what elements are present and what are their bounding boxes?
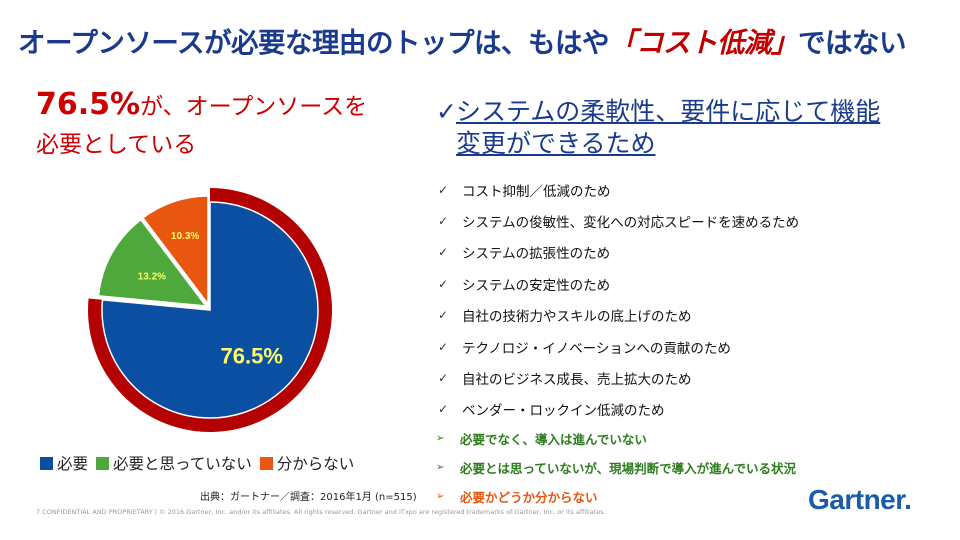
check-icon: ✓ bbox=[438, 339, 449, 354]
reason-item: ✓ 自社のビジネス成長、売上拡大のため bbox=[438, 362, 938, 393]
other-response-text: 必要かどうか分からない bbox=[460, 490, 598, 505]
other-response-item: ➢ 必要でなく、導入は進んでいない bbox=[436, 424, 936, 453]
legend-item-not-required: 必要と思っていない bbox=[96, 452, 252, 474]
footer-text: 7 CONFIDENTIAL AND PROPRIETARY | © 2016 … bbox=[36, 508, 606, 516]
other-responses-list: ➢ 必要でなく、導入は進んでいない ➢ 必要とは思っていないが、現場判断で導入が進んで… bbox=[436, 424, 936, 511]
heading-line2: 変更ができるため bbox=[456, 129, 656, 158]
pie-label-required: 76.5% bbox=[221, 344, 283, 369]
reason-item: ✓ システムの俊敏性、変化への対応スピードを速めるため bbox=[438, 205, 938, 236]
pie-slice-unknown bbox=[141, 195, 209, 307]
pie-slice-not-required bbox=[97, 218, 208, 307]
reason-item: ✓ 自社の技術力やスキルの底上げのため bbox=[438, 300, 938, 331]
gartner-logo: Gartner. bbox=[808, 484, 912, 516]
title-prefix: オープンソースが必要な理由のトップは、もはや bbox=[18, 27, 609, 59]
reason-item: ✓ ベンダー・ロックイン低減のため bbox=[438, 394, 938, 425]
reason-text: テクノロジ・イノベーションへの貢献のため bbox=[462, 340, 731, 357]
check-icon: ✓ bbox=[438, 276, 449, 291]
reason-item: ✓ システムの拡張性のため bbox=[438, 237, 938, 268]
headline-line2: 必要としている bbox=[36, 132, 197, 158]
headline-percentage: 76.5% bbox=[36, 87, 141, 122]
reason-text: 自社の技術力やスキルの底上げのため bbox=[462, 309, 692, 326]
legend-label-unknown: 分からない bbox=[276, 455, 355, 473]
slide-title: オープンソースが必要な理由のトップは、もはや「コスト低減」ではない bbox=[18, 20, 948, 60]
reason-text: システムの安定性のため bbox=[462, 277, 611, 294]
other-response-item: ➢ 必要とは思っていないが、現場判断で導入が進んでいる状況 bbox=[436, 453, 936, 482]
check-icon: ✓ bbox=[438, 308, 449, 323]
reason-text: システムの拡張性のため bbox=[462, 246, 611, 263]
other-response-text: 必要でなく、導入は進んでいない bbox=[460, 432, 647, 447]
reason-item: ✓ コスト抑制／低減のため bbox=[438, 174, 938, 205]
legend-swatch-unknown bbox=[259, 456, 273, 470]
legend-swatch-required bbox=[40, 456, 53, 470]
reason-item: ✓ テクノロジ・イノベーションへの貢献のため bbox=[438, 331, 938, 362]
logo-text: Gartner bbox=[808, 484, 905, 515]
chart-legend: 必要 必要と思っていない 分からない bbox=[40, 452, 362, 474]
source-note: 出典：ガートナー／調査：2016年1月 (n=515) bbox=[200, 492, 417, 503]
check-icon: ✓ bbox=[438, 214, 449, 229]
headline-line1: が、オープンソースを bbox=[140, 94, 368, 120]
heading-line1: システムの柔軟性、要件に応じて機能 bbox=[456, 97, 881, 126]
reason-text: コスト抑制／低減のため bbox=[462, 183, 611, 200]
check-icon: ✓ bbox=[436, 97, 457, 126]
check-icon: ✓ bbox=[438, 245, 449, 260]
arrow-bullet-icon: ➢ bbox=[436, 491, 445, 502]
arrow-bullet-icon: ➢ bbox=[436, 433, 445, 444]
pie-chart: 76.5% 13.2% 10.3% bbox=[80, 180, 340, 440]
other-response-text: 必要とは思っていないが、現場判断で導入が進んでいる状況 bbox=[460, 461, 797, 476]
legend-item-unknown: 分からない bbox=[259, 452, 355, 474]
pie-slice-required bbox=[101, 201, 319, 419]
headline: 76.5%が、オープンソースを 必要としている bbox=[36, 86, 426, 164]
check-icon: ✓ bbox=[438, 182, 449, 197]
reasons-list: ✓ コスト抑制／低減のため ✓ システムの俊敏性、変化への対応スピードを速めるため ✓ シ… bbox=[438, 174, 938, 425]
other-response-item: ➢ 必要かどうか分からない bbox=[436, 482, 936, 511]
arrow-bullet-icon: ➢ bbox=[436, 462, 445, 473]
title-suffix: ではない bbox=[797, 27, 907, 59]
reason-text: システムの俊敏性、変化への対応スピードを速めるため bbox=[462, 215, 800, 232]
pie-label-unknown: 10.3% bbox=[171, 231, 199, 242]
logo-dot: . bbox=[904, 484, 912, 515]
pie-chart-svg: 76.5% 13.2% 10.3% bbox=[87, 188, 333, 432]
check-icon: ✓ bbox=[438, 402, 449, 417]
legend-label-not-required: 必要と思っていない bbox=[113, 455, 252, 473]
legend-item-required: 必要 bbox=[40, 452, 88, 474]
reason-text: 自社のビジネス成長、売上拡大のため bbox=[462, 372, 692, 389]
right-heading: ✓システムの柔軟性、要件に応じて機能 変更ができるため bbox=[436, 96, 936, 160]
pie-label-not-required: 13.2% bbox=[138, 271, 166, 282]
legend-label-required: 必要 bbox=[57, 455, 89, 473]
reason-item: ✓ システムの安定性のため bbox=[438, 268, 938, 299]
title-highlight: 「コスト低減」 bbox=[608, 27, 799, 59]
reason-text: ベンダー・ロックイン低減のため bbox=[462, 403, 665, 420]
check-icon: ✓ bbox=[438, 371, 449, 386]
legend-swatch-not-required bbox=[96, 456, 110, 470]
